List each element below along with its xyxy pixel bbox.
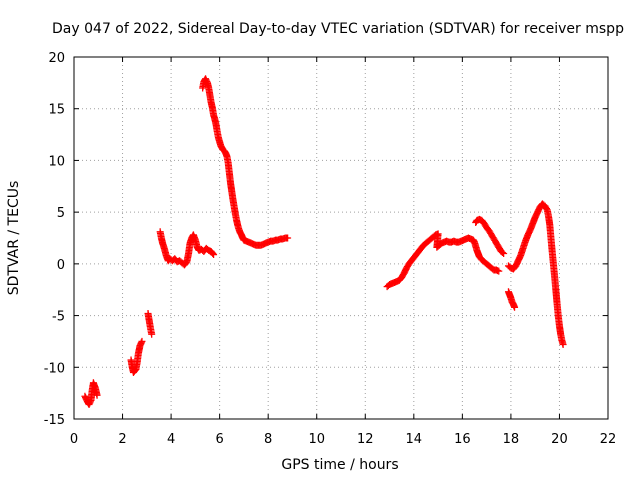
x-tick-label: 22 — [600, 432, 617, 447]
data-point — [498, 248, 506, 256]
x-tick-label: 0 — [70, 432, 78, 447]
x-axis-label: GPS time / hours — [281, 457, 398, 473]
data-point — [511, 303, 519, 311]
x-tick-label: 18 — [503, 432, 520, 447]
x-tick-label: 4 — [167, 432, 175, 447]
data-points — [81, 75, 567, 409]
x-tick-label: 8 — [264, 432, 272, 447]
data-point — [138, 337, 146, 345]
y-tick-label: 0 — [57, 258, 65, 273]
y-axis-label: SDTVAR / TECUs — [6, 181, 22, 296]
y-tick-label: 10 — [48, 154, 65, 169]
data-point — [559, 341, 567, 349]
y-tick-label: -10 — [44, 361, 65, 376]
x-tick-label: 16 — [454, 432, 471, 447]
x-tick-label: 6 — [215, 432, 223, 447]
data-point — [93, 391, 101, 399]
x-tick-labels: 0 2 4 6 8 10 12 14 16 18 20 22 — [70, 432, 616, 447]
y-tick-labels: -15 -10 -5 0 5 10 15 20 — [44, 51, 65, 428]
y-tick-label: -5 — [52, 310, 65, 325]
data-point — [495, 267, 503, 275]
plot-frame — [73, 56, 609, 420]
y-tick-label: 15 — [48, 103, 65, 118]
chart-title: Day 047 of 2022, Sidereal Day-to-day VTE… — [52, 21, 624, 37]
data-point — [284, 234, 292, 242]
y-tick-label: 20 — [48, 51, 65, 66]
y-tick-label: -15 — [44, 413, 65, 428]
x-tick-label: 10 — [308, 432, 325, 447]
x-tick-label: 12 — [357, 432, 374, 447]
data-point — [210, 251, 218, 259]
x-tick-label: 20 — [551, 432, 568, 447]
data-point — [148, 330, 156, 338]
data-point — [209, 250, 217, 258]
x-tick-label: 2 — [118, 432, 126, 447]
data-point — [500, 250, 508, 258]
x-tick-label: 14 — [406, 432, 423, 447]
y-tick-label: 5 — [57, 206, 65, 221]
